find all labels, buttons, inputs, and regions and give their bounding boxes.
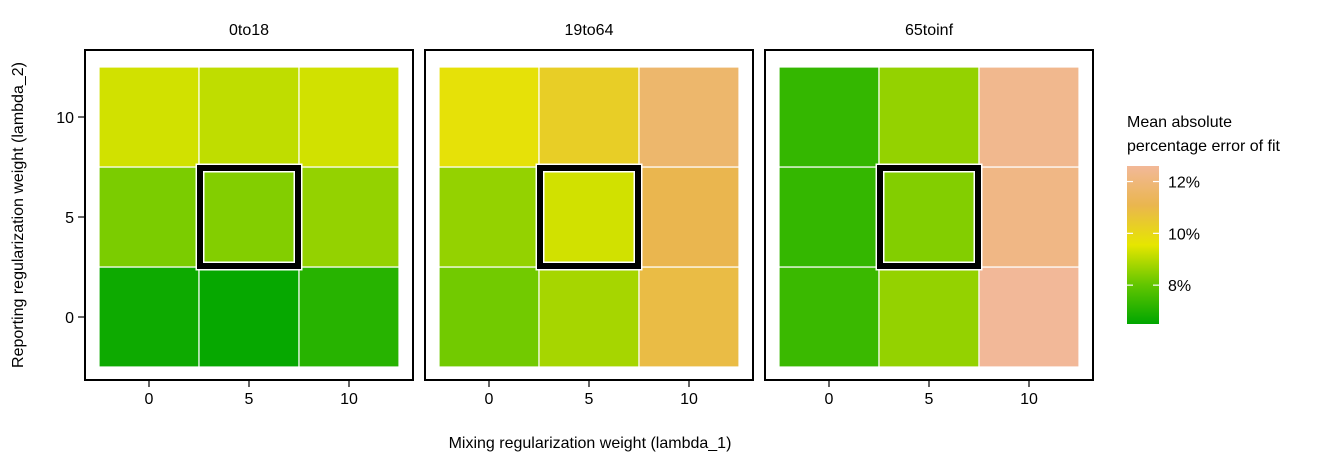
x-tick-label: 10 (340, 391, 358, 408)
heatmap-cell (778, 66, 880, 168)
heatmap-cell (878, 66, 980, 168)
heatmap-cell (298, 66, 400, 168)
heatmap-cell (638, 66, 740, 168)
heatmap-cell (878, 266, 980, 368)
legend-ticks: 8% 10% 12% (1127, 175, 1200, 295)
heatmap-cell (778, 166, 880, 268)
heatmap-cell (538, 166, 640, 268)
heatmap-cell (198, 166, 300, 268)
heatmap-cell (98, 266, 200, 368)
legend-tick-label: 12% (1168, 175, 1200, 192)
heatmap-cell (198, 266, 300, 368)
y-tick-label: 0 (65, 310, 74, 327)
highlight-cell (197, 165, 301, 269)
x-tick-label: 5 (925, 391, 934, 408)
heatmap-cell (98, 166, 200, 268)
heatmap-cell (538, 66, 640, 168)
x-tick-label: 0 (145, 391, 154, 408)
heatmap-cell (878, 166, 980, 268)
legend-tick-label: 8% (1168, 278, 1191, 295)
x-tick-label: 0 (825, 391, 834, 408)
panel-title: 0to18 (229, 22, 269, 39)
panel-0to18: 0to18 0 5 10 0 5 10 (56, 22, 414, 408)
x-tick-label: 10 (680, 391, 698, 408)
x-tick-label: 5 (245, 391, 254, 408)
color-legend: Mean absolute percentage error of fit 8%… (1127, 114, 1281, 324)
panel-title: 19to64 (565, 22, 614, 39)
x-tick-label: 0 (485, 391, 494, 408)
panel-title: 65toinf (905, 22, 954, 39)
x-tick-label: 10 (1020, 391, 1038, 408)
heatmap-cell (538, 266, 640, 368)
y-tick-label: 10 (56, 110, 74, 127)
legend-title-line-2: percentage error of fit (1127, 138, 1281, 155)
heatmap-cell (438, 266, 540, 368)
heatmap-cell (298, 166, 400, 268)
heatmap-cell (778, 266, 880, 368)
legend-color-bar (1127, 166, 1159, 324)
heatmap-cell (978, 266, 1080, 368)
heatmap-cell (978, 66, 1080, 168)
highlight-cell (537, 165, 641, 269)
heatmap-cell (438, 166, 540, 268)
heatmap-cell (298, 266, 400, 368)
heatmap-cell (98, 66, 200, 168)
x-axis-label: Mixing regularization weight (lambda_1) (449, 435, 732, 452)
heatmap-cell (438, 66, 540, 168)
panel-65toinf: 65toinf 0 5 10 (764, 22, 1094, 408)
heatmap-cell (198, 66, 300, 168)
panel-19to64: 19to64 0 5 10 (424, 22, 754, 408)
y-tick-label: 5 (65, 210, 74, 227)
y-axis-label: Reporting regularization weight (lambda_… (10, 62, 27, 368)
highlight-cell (877, 165, 981, 269)
legend-title-line-1: Mean absolute (1127, 114, 1232, 131)
legend-tick-label: 10% (1168, 226, 1200, 243)
x-tick-label: 5 (585, 391, 594, 408)
heatmap-cell (978, 166, 1080, 268)
heatmap-cell (638, 266, 740, 368)
chart-panels: 0to18 0 5 10 0 5 10 19to64 0 5 10 65toinf 0 5 10 (56, 22, 1094, 408)
heatmap-cell (638, 166, 740, 268)
